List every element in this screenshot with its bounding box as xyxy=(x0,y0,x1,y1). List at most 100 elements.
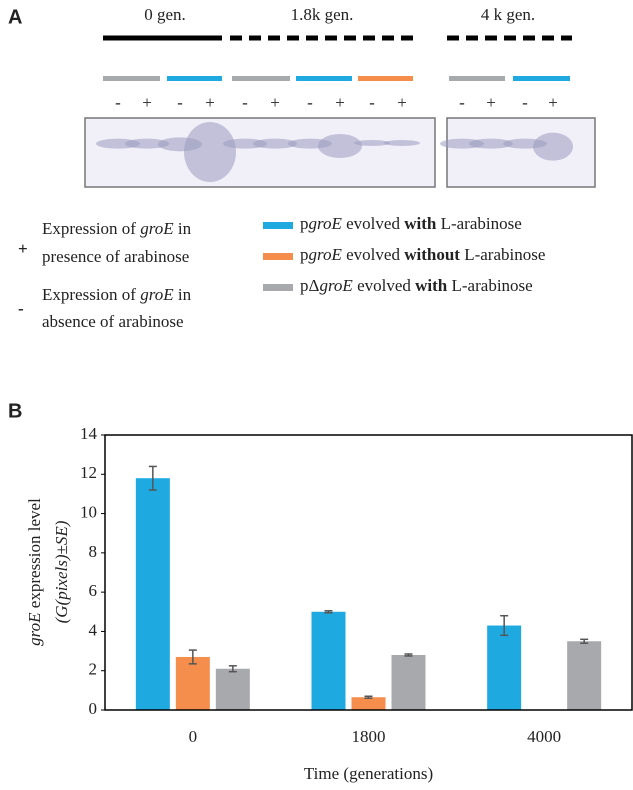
error-bar xyxy=(324,610,333,614)
gel-images xyxy=(84,117,596,188)
y-axis-title-part: (G(pixels)±SE) xyxy=(52,520,71,623)
generation-label: 0 gen. xyxy=(144,5,186,24)
legend-text: pgroE evolved with L-arabinose xyxy=(300,214,522,233)
error-bar xyxy=(500,614,509,637)
sign-text-part: Expression of xyxy=(42,219,140,238)
generation-label: 1.8k gen. xyxy=(291,5,354,24)
sign-text: presence of arabinose xyxy=(42,247,189,266)
bar xyxy=(311,611,346,710)
generation-label: 4 k gen. xyxy=(481,5,535,24)
legend-swatch xyxy=(263,222,293,229)
sign-text-part: groE xyxy=(140,285,174,304)
strain-bar xyxy=(103,76,160,81)
strain-bar xyxy=(513,76,570,81)
bar xyxy=(351,697,386,710)
y-axis-title: groE expression level xyxy=(25,498,44,646)
bar xyxy=(391,655,426,710)
bar xyxy=(487,625,522,710)
error-bar xyxy=(148,465,157,491)
sign-text-part: in xyxy=(174,285,192,304)
legend-text-part: groE xyxy=(309,214,343,233)
gel-left xyxy=(84,117,436,188)
lane-label: - xyxy=(115,93,121,112)
x-tick-label: 1800 xyxy=(352,727,386,746)
legend-text-part: L-arabinose xyxy=(436,214,521,233)
panel-label: B xyxy=(8,400,22,422)
bar xyxy=(135,478,170,710)
y-tick-label: 2 xyxy=(89,660,98,679)
sign-text-part: presence of arabinose xyxy=(42,247,189,266)
lane-label: + xyxy=(335,93,345,112)
gel-band xyxy=(125,138,169,149)
legend-text-part: evolved xyxy=(342,214,404,233)
legend-text-part: without xyxy=(404,245,460,264)
legend-text-part: groE xyxy=(309,245,343,264)
lane-label: - xyxy=(522,93,528,112)
error-bar xyxy=(404,653,413,657)
legend-text: pΔgroE evolved with L-arabinose xyxy=(300,276,533,295)
y-axis-title-part: expression level xyxy=(25,498,44,613)
legend-text-part: evolved xyxy=(342,245,404,264)
bar xyxy=(175,656,210,710)
legend-text-part: p xyxy=(300,245,309,264)
gel-band xyxy=(533,132,573,161)
gel-band xyxy=(354,140,390,146)
legend-text-part: with xyxy=(404,214,437,233)
panel-label: A xyxy=(8,6,22,28)
legend-text-part: with xyxy=(415,276,448,295)
bar xyxy=(215,668,250,710)
y-tick-label: 10 xyxy=(80,502,97,521)
gel-right xyxy=(446,117,596,188)
error-bar xyxy=(228,665,237,673)
sign-text: absence of arabinose xyxy=(42,312,184,331)
lane-label: - xyxy=(459,93,465,112)
x-axis-title: Time (generations) xyxy=(304,764,433,783)
gel-band xyxy=(253,138,297,149)
y-tick-label: 12 xyxy=(80,463,97,482)
gel-band xyxy=(318,134,362,158)
lane-label: + xyxy=(548,93,558,112)
error-bar xyxy=(188,649,197,665)
strain-bar xyxy=(232,76,290,81)
strain-bar xyxy=(358,76,413,81)
y-axis-title: (G(pixels)±SE) xyxy=(52,520,71,623)
legend-text-part: evolved xyxy=(353,276,415,295)
y-tick-label: 14 xyxy=(80,424,98,443)
lane-label: + xyxy=(270,93,280,112)
legend-text-part: pΔ xyxy=(300,276,320,295)
gel-band xyxy=(184,122,236,182)
x-tick-label: 0 xyxy=(189,727,198,746)
sign: + xyxy=(18,239,28,258)
lane-label: - xyxy=(307,93,313,112)
y-tick-label: 6 xyxy=(89,581,98,600)
lane-label: - xyxy=(369,93,375,112)
lane-label: + xyxy=(486,93,496,112)
x-tick-label: 4000 xyxy=(527,727,561,746)
sign: - xyxy=(18,299,24,318)
error-bar xyxy=(580,638,589,644)
strain-bar xyxy=(449,76,505,81)
legend-text: pgroE evolved without L-arabinose xyxy=(300,245,545,264)
legend-text-part: L-arabinose xyxy=(460,245,545,264)
sign-text: Expression of groE in xyxy=(42,219,192,238)
legend-text-part: L-arabinose xyxy=(447,276,532,295)
sign-text: Expression of groE in xyxy=(42,285,192,304)
legend-text-part: groE xyxy=(319,276,353,295)
lane-label: + xyxy=(142,93,152,112)
strain-bar xyxy=(296,76,352,81)
sign-text-part: Expression of xyxy=(42,285,140,304)
strain-bar xyxy=(167,76,222,81)
legend-text-part: p xyxy=(300,214,309,233)
y-axis-title-part: groE xyxy=(25,612,44,646)
gel-band xyxy=(384,140,420,146)
gel-band xyxy=(469,138,513,149)
y-tick-label: 4 xyxy=(89,620,98,639)
plot-frame xyxy=(104,434,633,711)
lane-label: + xyxy=(205,93,215,112)
sign-text-part: in xyxy=(174,219,192,238)
error-bar xyxy=(364,695,373,699)
legend-swatch xyxy=(263,284,293,291)
bar xyxy=(567,641,602,710)
legend-swatch xyxy=(263,253,293,260)
y-tick-label: 8 xyxy=(89,542,98,561)
